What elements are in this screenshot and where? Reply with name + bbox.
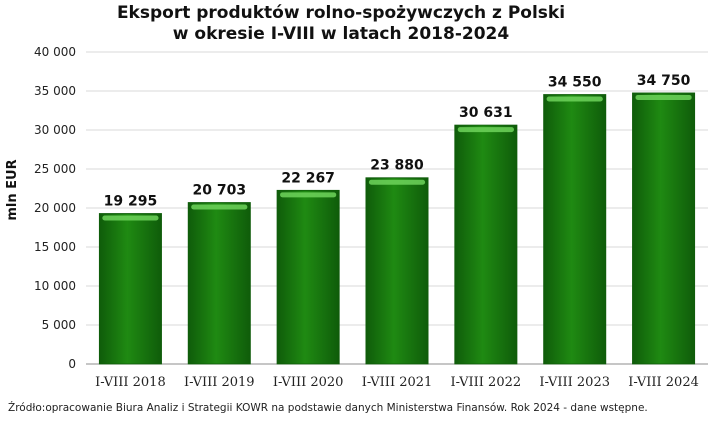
bar bbox=[632, 92, 696, 365]
chart-title-line-1: Eksport produktów rolno-spożywczych z Po… bbox=[117, 3, 565, 23]
bar-body bbox=[543, 94, 607, 365]
bar-top-highlight bbox=[635, 94, 692, 100]
x-tick-label: I-VIII 2024 bbox=[628, 375, 699, 390]
bar-top-highlight bbox=[191, 204, 248, 210]
data-label: 20 703 bbox=[192, 183, 246, 199]
data-label: 34 750 bbox=[637, 73, 691, 89]
x-axis-ticks: I-VIII 2018 I-VIII 2019 I-VIII 2020 I-VIII … bbox=[95, 375, 699, 390]
chart-title-line-2: w okresie I-VIII w latach 2018-2024 bbox=[173, 24, 510, 44]
bar bbox=[276, 189, 340, 365]
y-tick-label: 10 000 bbox=[34, 279, 76, 293]
y-tick-label: 0 bbox=[68, 357, 76, 371]
y-tick-label: 25 000 bbox=[34, 162, 76, 176]
y-axis-ticks: 0 5 000 10 000 15 000 20 000 25 000 30 000 35 0… bbox=[34, 45, 76, 371]
data-label: 23 880 bbox=[370, 158, 424, 174]
data-label: 34 550 bbox=[548, 75, 602, 91]
data-label: 22 267 bbox=[281, 170, 335, 186]
x-tick-label: I-VIII 2022 bbox=[451, 375, 522, 390]
y-tick-label: 35 000 bbox=[34, 84, 76, 98]
bar-top-highlight bbox=[457, 127, 514, 133]
x-tick-label: I-VIII 2018 bbox=[95, 375, 166, 390]
data-label: 19 295 bbox=[104, 193, 158, 209]
y-tick-label: 20 000 bbox=[34, 201, 76, 215]
bar-top-highlight bbox=[368, 179, 426, 185]
bar-body bbox=[632, 92, 696, 365]
y-axis-label: mln EUR bbox=[5, 159, 20, 220]
y-tick-label: 5 000 bbox=[42, 318, 76, 332]
bar-top-highlight bbox=[546, 96, 603, 102]
bar bbox=[187, 202, 251, 365]
bar-top-highlight bbox=[102, 215, 159, 221]
y-tick-label: 30 000 bbox=[34, 123, 76, 137]
x-tick-label: I-VIII 2020 bbox=[273, 375, 344, 390]
data-labels: 19 295 20 703 22 267 23 880 30 631 34 550 34 7… bbox=[104, 73, 691, 210]
bar bbox=[98, 213, 162, 365]
bar-body bbox=[276, 189, 340, 365]
x-tick-label: I-VIII 2023 bbox=[539, 375, 610, 390]
bars bbox=[98, 92, 696, 365]
bar-body bbox=[365, 177, 429, 365]
bar-body bbox=[98, 213, 162, 365]
y-tick-label: 15 000 bbox=[34, 240, 76, 254]
data-label: 30 631 bbox=[459, 105, 513, 121]
source-note: Źródło:opracowanie Biura Analiz i Strate… bbox=[8, 402, 648, 414]
bar-body bbox=[454, 124, 518, 365]
bar bbox=[454, 124, 518, 365]
bar-body bbox=[187, 202, 251, 365]
bar-top-highlight bbox=[280, 192, 337, 198]
bar bbox=[543, 94, 607, 365]
x-tick-label: I-VIII 2019 bbox=[184, 375, 255, 390]
bar bbox=[365, 177, 429, 365]
bar-chart: Eksport produktów rolno-spożywczych z Po… bbox=[5, 3, 708, 390]
x-tick-label: I-VIII 2021 bbox=[362, 375, 433, 390]
y-tick-label: 40 000 bbox=[34, 45, 76, 59]
